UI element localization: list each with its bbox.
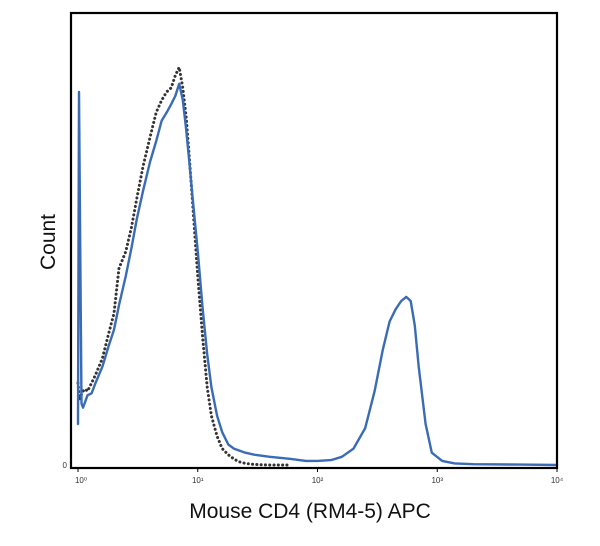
plot-area [76, 65, 559, 467]
y-tick-label: 0 [63, 461, 68, 470]
x-tick-label: 10³ [431, 476, 443, 485]
x-tick-label: 10² [312, 476, 324, 485]
x-axis-ticks: 10⁰ 10¹ 10² 10³ 10⁴ 0 [63, 461, 564, 485]
x-tick-label: 10⁴ [551, 476, 564, 485]
series-cd4-stained-line [76, 82, 559, 467]
plot-frame [69, 11, 559, 470]
series-isotype-control-line [76, 65, 293, 467]
x-axis-title: Mouse CD4 (RM4-5) APC [189, 500, 431, 523]
x-tick-label: 10⁰ [75, 476, 87, 485]
y-axis-title: Count [37, 214, 60, 270]
x-tick-label: 10¹ [192, 476, 204, 485]
